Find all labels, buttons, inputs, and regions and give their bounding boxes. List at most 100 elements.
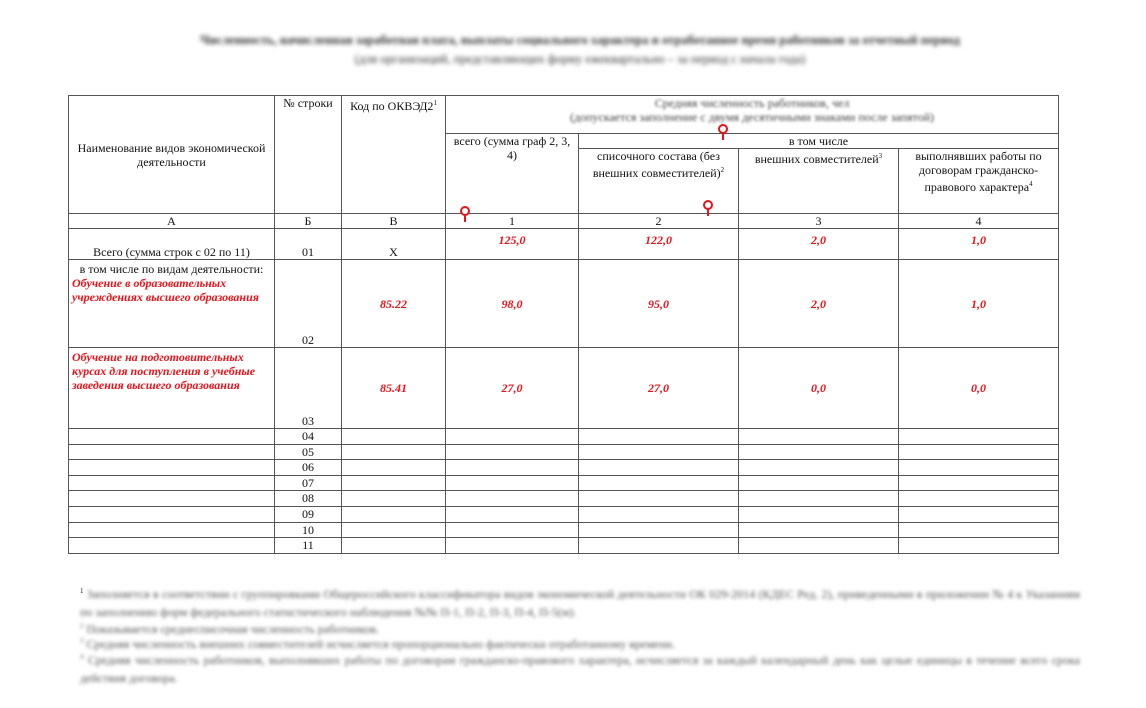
header-col-2: списочного состава (без внешних совмести… — [578, 148, 739, 214]
empty-cell[interactable] — [578, 428, 739, 445]
value-cell[interactable]: 125,0 — [445, 228, 579, 260]
empty-cell[interactable] — [738, 459, 899, 476]
empty-cell[interactable] — [68, 521, 275, 539]
row-number: 08 — [274, 490, 342, 507]
table-row: 05 — [68, 443, 1060, 461]
okved-code[interactable]: 85.41 — [341, 347, 446, 429]
empty-cell[interactable] — [738, 505, 899, 523]
value-cell[interactable]: 1,0 — [897, 228, 1060, 260]
empty-cell[interactable] — [738, 537, 899, 554]
map-pin-icon[interactable] — [717, 124, 729, 140]
value-cell[interactable]: 1,0 — [897, 259, 1060, 348]
value-cell[interactable]: 27,0 — [445, 347, 579, 429]
row-number: 10 — [274, 521, 342, 539]
empty-cell[interactable] — [897, 490, 1060, 507]
row-number: 07 — [274, 474, 342, 492]
table-row: 09 — [68, 505, 1060, 523]
empty-cell[interactable] — [445, 490, 579, 507]
empty-cell[interactable] — [897, 443, 1060, 461]
empty-cell[interactable] — [341, 490, 446, 507]
table-row: 11 — [68, 537, 1060, 554]
activity-name: Всего (сумма строк с 02 по 11) — [68, 228, 275, 260]
empty-cell[interactable] — [445, 505, 579, 523]
table-row: в том числе по видам деятельности: Обучен… — [68, 259, 1060, 348]
activity-name[interactable]: Обучение на подготовительных курсах для … — [68, 347, 275, 429]
empty-cell[interactable] — [578, 459, 739, 476]
row-number: 01 — [274, 228, 342, 260]
empty-cell[interactable] — [578, 521, 739, 539]
empty-cell[interactable] — [68, 474, 275, 492]
row-number: 06 — [274, 459, 342, 476]
table-row: 07 — [68, 474, 1060, 492]
empty-cell[interactable] — [738, 490, 899, 507]
empty-cell[interactable] — [738, 428, 899, 445]
letters-row: А Б В 1 2 3 4 — [68, 213, 1060, 229]
empty-cell[interactable] — [68, 443, 275, 461]
header-okved-code: Код по ОКВЭД21 — [341, 95, 446, 214]
letter-cell: В — [341, 213, 446, 229]
value-cell[interactable]: 98,0 — [445, 259, 579, 348]
table-row: 06 — [68, 459, 1060, 476]
empty-cell[interactable] — [341, 443, 446, 461]
table-row: Обучение на подготовительных курсах для … — [68, 347, 1060, 429]
value-cell[interactable]: 95,0 — [578, 259, 739, 348]
value-cell[interactable]: 122,0 — [578, 228, 739, 260]
map-pin-icon[interactable] — [702, 200, 714, 216]
empty-cell[interactable] — [897, 505, 1060, 523]
header-including: в том числе — [577, 133, 1060, 149]
value-cell[interactable]: 2,0 — [738, 228, 899, 260]
letter-cell: Б — [274, 213, 342, 229]
empty-cell[interactable] — [341, 459, 446, 476]
empty-cell[interactable] — [341, 428, 446, 445]
table-row: 10 — [68, 521, 1060, 539]
empty-cell[interactable] — [738, 474, 899, 492]
empty-cell[interactable] — [897, 428, 1060, 445]
empty-cell[interactable] — [578, 443, 739, 461]
empty-cell[interactable] — [445, 459, 579, 476]
value-cell[interactable]: 2,0 — [738, 259, 899, 348]
activity-name[interactable]: в том числе по видам деятельности: Обучен… — [68, 259, 275, 348]
table-row: 04 — [68, 428, 1060, 445]
empty-cell[interactable] — [897, 521, 1060, 539]
empty-cell[interactable] — [897, 459, 1060, 476]
row-number: 11 — [274, 537, 342, 554]
empty-cell[interactable] — [68, 490, 275, 507]
data-table: Наименование видов экономической деятель… — [68, 95, 1060, 554]
empty-cell[interactable] — [445, 428, 579, 445]
empty-cell[interactable] — [738, 443, 899, 461]
empty-cell[interactable] — [578, 490, 739, 507]
empty-cell[interactable] — [897, 537, 1060, 554]
map-pin-icon[interactable] — [459, 206, 471, 222]
empty-cell[interactable] — [445, 443, 579, 461]
okved-code[interactable]: 85.22 — [341, 259, 446, 348]
empty-cell[interactable] — [445, 521, 579, 539]
footnote-4: 4 Средняя численность работников, выполн… — [80, 653, 1081, 685]
row-number: 03 — [274, 347, 342, 429]
empty-cell[interactable] — [578, 505, 739, 523]
empty-cell[interactable] — [68, 459, 275, 476]
letter-cell: 2 — [578, 213, 739, 229]
empty-cell[interactable] — [341, 521, 446, 539]
empty-cell[interactable] — [68, 537, 275, 554]
value-cell[interactable]: 27,0 — [578, 347, 739, 429]
footnote-3: 3 Средняя численность внешних совместите… — [80, 637, 675, 651]
empty-cell[interactable] — [341, 474, 446, 492]
empty-cell[interactable] — [445, 537, 579, 554]
header-average-headcount: Средняя численность работников, чел (допу… — [444, 95, 1060, 134]
footnote-2: 2 Показывается среднесписочная численнос… — [80, 622, 380, 636]
empty-cell[interactable] — [578, 474, 739, 492]
empty-cell[interactable] — [897, 474, 1060, 492]
header-col-1: всего (сумма граф 2, 3, 4) — [445, 133, 579, 214]
header-activity-name: Наименование видов экономической деятель… — [68, 95, 275, 214]
empty-cell[interactable] — [341, 505, 446, 523]
empty-cell[interactable] — [68, 505, 275, 523]
value-cell[interactable]: 0,0 — [738, 347, 899, 429]
empty-cell[interactable] — [68, 428, 275, 445]
empty-cell[interactable] — [738, 521, 899, 539]
row-number: 04 — [274, 428, 342, 445]
empty-cell[interactable] — [445, 474, 579, 492]
empty-cell[interactable] — [578, 537, 739, 554]
empty-cell[interactable] — [341, 537, 446, 554]
okved-code: Х — [341, 228, 446, 260]
value-cell[interactable]: 0,0 — [897, 347, 1060, 429]
